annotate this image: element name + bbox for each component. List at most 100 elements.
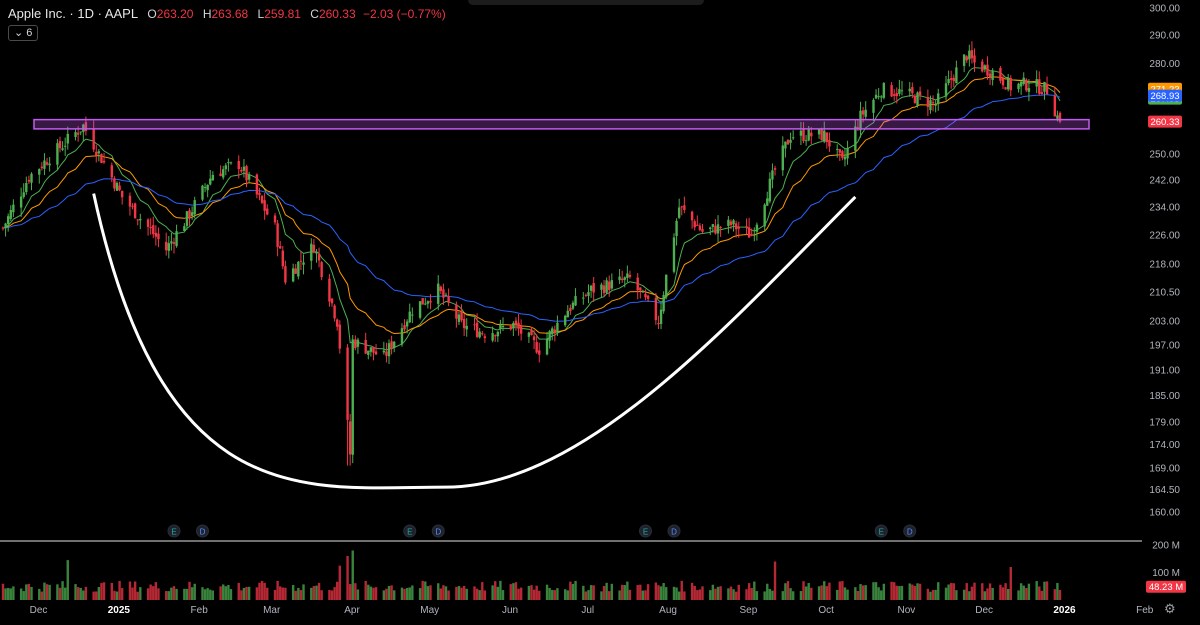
- candle-body: [465, 325, 468, 330]
- volume-bar: [1022, 585, 1025, 600]
- price-tick-label: 218.00: [1149, 259, 1180, 270]
- candle: [514, 317, 518, 331]
- volume-bar: [172, 586, 176, 600]
- candle: [600, 282, 603, 298]
- candle: [284, 260, 287, 285]
- price-tick-label: 179.00: [1149, 417, 1180, 428]
- volume-bar: [986, 588, 989, 600]
- candle-body: [170, 241, 173, 244]
- candle-body: [128, 195, 132, 207]
- candle-body: [496, 331, 500, 337]
- candle: [763, 203, 766, 232]
- candle-body: [27, 179, 31, 182]
- candle: [639, 287, 642, 299]
- candle: [372, 346, 375, 361]
- candle: [227, 158, 230, 172]
- candle-body: [934, 104, 937, 106]
- candle: [183, 223, 186, 232]
- volume-bar: [165, 591, 168, 600]
- candle: [30, 172, 33, 191]
- candle-body: [444, 294, 448, 296]
- volume-bar: [209, 589, 212, 600]
- candle: [729, 219, 733, 230]
- candle: [563, 314, 567, 327]
- event-label: D: [200, 528, 206, 537]
- volume-bar: [418, 588, 422, 600]
- candle: [63, 137, 67, 156]
- volume-bar: [457, 586, 461, 600]
- volume-bar: [481, 582, 484, 600]
- candle: [843, 148, 847, 167]
- candle-body: [473, 324, 476, 326]
- time-axis: Dec 2025 Feb Mar Apr May Jun Jul Aug Sep Oct Nov Dec…: [30, 605, 1154, 616]
- candle: [387, 339, 391, 364]
- candle-body: [224, 165, 227, 170]
- candle: [255, 173, 259, 199]
- volume-bar: [203, 589, 207, 600]
- volume-bar: [584, 591, 588, 600]
- candle-body: [913, 95, 917, 104]
- volume-bar: [763, 591, 766, 600]
- candle: [6, 213, 10, 232]
- candle: [211, 171, 215, 181]
- candle: [260, 195, 264, 205]
- volume-bar: [183, 588, 186, 600]
- volume-bar: [714, 588, 717, 600]
- candle: [874, 89, 878, 100]
- volume-bar: [675, 587, 678, 600]
- candle-body: [991, 70, 994, 80]
- volume-bar: [807, 583, 810, 600]
- volume-bar: [92, 591, 95, 600]
- candle: [890, 82, 893, 98]
- candle-body: [786, 140, 790, 145]
- candle: [693, 219, 696, 231]
- volume-bar: [527, 585, 531, 600]
- settings-gear-icon[interactable]: ⚙: [1164, 601, 1176, 616]
- candle: [820, 127, 823, 141]
- candle: [854, 119, 857, 159]
- volume-bar: [789, 588, 792, 600]
- candle-body: [478, 331, 481, 338]
- candle: [986, 56, 989, 80]
- candle-body: [310, 243, 313, 261]
- indicators-collapse-button[interactable]: ⌄ 6: [8, 25, 39, 41]
- volume-bar: [644, 590, 647, 600]
- volume-bar: [566, 590, 569, 600]
- candle: [755, 222, 759, 241]
- candle: [367, 350, 370, 360]
- candle-body: [659, 309, 663, 324]
- volume-bar: [908, 583, 911, 600]
- candle: [9, 205, 12, 222]
- candle: [22, 183, 25, 199]
- candle-body: [193, 200, 196, 215]
- candle-body: [807, 129, 810, 141]
- candle-body: [152, 225, 155, 235]
- candle-body: [63, 145, 67, 147]
- last-price-bg: [1148, 115, 1182, 128]
- candle: [229, 161, 233, 165]
- candle: [962, 54, 966, 73]
- candle-body: [382, 350, 386, 353]
- candle: [545, 332, 549, 356]
- volume-bar: [157, 588, 160, 600]
- candle: [753, 227, 756, 242]
- candle-body: [175, 231, 178, 247]
- price-tick-label: 210.50: [1149, 287, 1180, 298]
- candle: [931, 95, 935, 112]
- symbol-name[interactable]: Apple Inc. · 1D · AAPL: [8, 6, 139, 21]
- candle-body: [392, 341, 396, 348]
- candle: [657, 315, 660, 329]
- candle-body: [4, 223, 7, 229]
- volume-bar: [284, 587, 287, 600]
- candle: [571, 300, 575, 311]
- candle-body: [266, 208, 269, 215]
- volume-bar: [734, 591, 738, 600]
- volume-bar: [589, 585, 593, 600]
- candle: [781, 136, 784, 176]
- candle-body: [981, 61, 984, 72]
- candle: [501, 317, 505, 332]
- volume-bar: [1027, 583, 1031, 600]
- candle: [400, 323, 404, 347]
- volume-bar: [408, 587, 411, 600]
